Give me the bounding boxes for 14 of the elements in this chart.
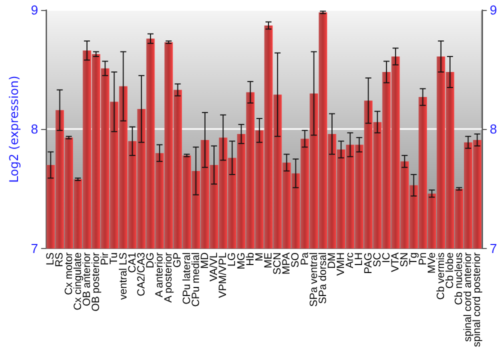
- y-tick-label: 9: [30, 2, 38, 18]
- x-tick-label: RS: [54, 252, 66, 268]
- x-tick-label: Tg: [408, 252, 420, 265]
- y2-tick-label: 9: [490, 2, 498, 18]
- x-tick-label: LG: [226, 252, 238, 266]
- x-tick-label: SPa dorsal: [316, 252, 329, 304]
- y-tick-label: 8: [30, 122, 38, 137]
- y2-tick-label: 8: [490, 122, 498, 137]
- x-tick-label: OB posterior: [90, 252, 102, 312]
- x-tick-label: DG: [144, 252, 156, 268]
- y-axis-title: Log2 (expression): [7, 76, 21, 183]
- y-tick-label: 7: [30, 240, 38, 256]
- x-tick-label: spinal cord posterior: [471, 252, 484, 347]
- y2-tick-label: 7: [490, 240, 498, 256]
